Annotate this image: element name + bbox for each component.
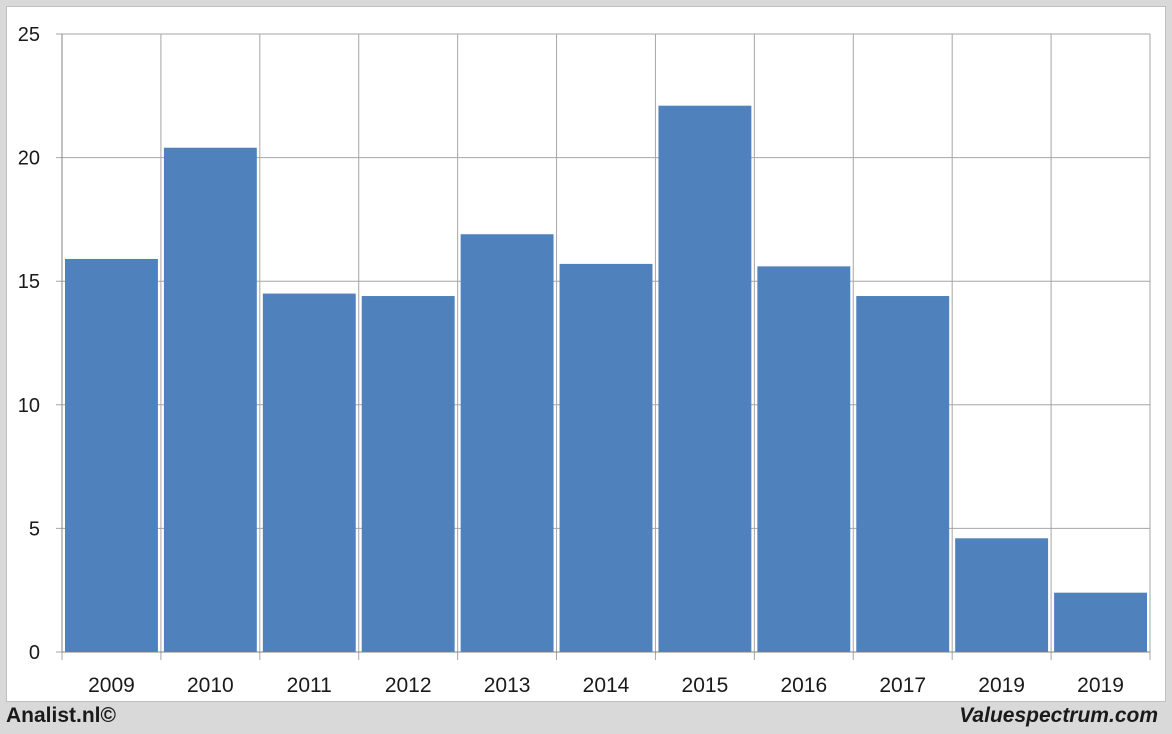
- footer-right-label: Valuespectrum.com: [959, 704, 1158, 727]
- bar-2019-9: [955, 538, 1049, 652]
- x-tick-label: 2019: [1077, 674, 1124, 697]
- x-tick-label: 2017: [879, 674, 926, 697]
- x-tick-label: 2011: [287, 674, 332, 697]
- x-tick-label: 2009: [88, 674, 135, 697]
- footer-left-label: Analist.nl©: [6, 704, 116, 727]
- y-tick-label: 0: [29, 642, 40, 664]
- x-tick-label: 2019: [978, 674, 1025, 697]
- x-tick-label: 2016: [780, 674, 827, 697]
- bar-2011-2: [262, 293, 356, 652]
- bar-2009-0: [65, 258, 158, 652]
- bar-2013-4: [460, 234, 554, 652]
- bar-chart: 0 5 10 15 20 25 2009 2010 2011 2012 2013 2014 2015 20…: [18, 24, 1151, 697]
- x-tick-label: 2012: [385, 674, 432, 697]
- bar-2017-8: [856, 296, 950, 652]
- bar-2015-6: [658, 105, 752, 653]
- bar-2014-5: [559, 263, 653, 652]
- x-tick-label: 2015: [682, 674, 729, 697]
- bar-2019-10: [1054, 592, 1147, 652]
- y-tick-label: 5: [29, 518, 40, 540]
- y-tick-label: 25: [18, 24, 40, 46]
- y-tick-label: 10: [18, 395, 40, 417]
- bar-2010-1: [163, 147, 257, 652]
- bar-2016-7: [757, 266, 851, 652]
- y-tick-label: 20: [18, 148, 40, 170]
- bar-2012-3: [361, 296, 455, 652]
- x-tick-label: 2013: [484, 674, 531, 697]
- x-tick-label: 2010: [187, 674, 234, 697]
- y-tick-label: 15: [18, 271, 40, 293]
- x-tick-label: 2014: [583, 674, 630, 697]
